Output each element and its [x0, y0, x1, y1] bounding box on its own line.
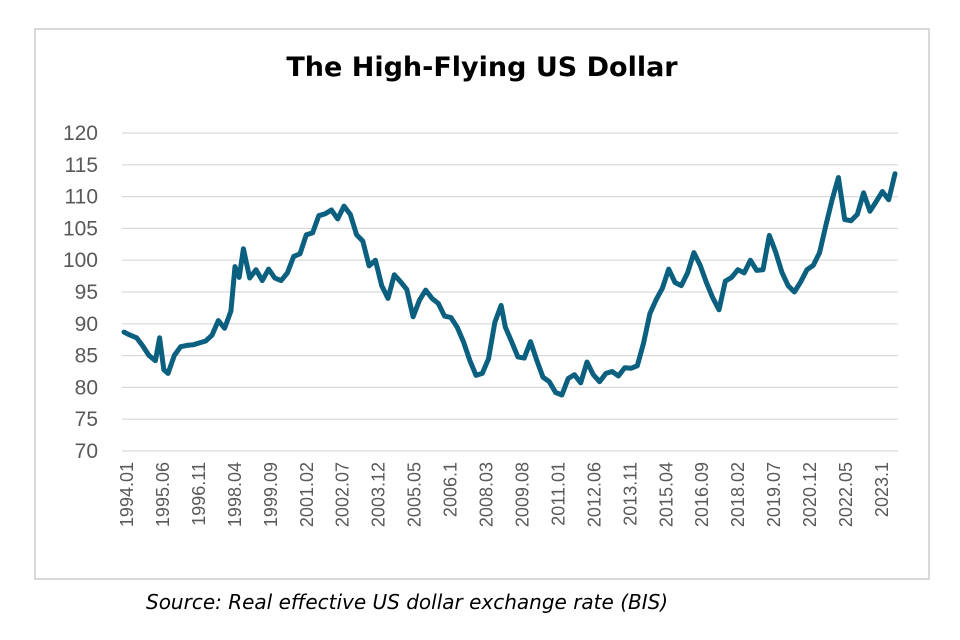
- x-tick-label: 1995.06: [153, 462, 173, 527]
- y-tick-label: 70: [75, 440, 98, 463]
- x-tick-label: 2015.04: [656, 462, 676, 527]
- x-tick-label: 2001.02: [297, 462, 317, 527]
- x-tick-label: 2016.09: [692, 462, 712, 527]
- gridlines: [122, 132, 898, 452]
- y-tick-label: 95: [75, 281, 98, 304]
- x-tick-label: 1999.09: [261, 462, 281, 527]
- y-tick-label: 90: [75, 313, 98, 336]
- x-tick-label: 2012.06: [584, 462, 604, 527]
- x-tick-label: 2013.11: [620, 462, 640, 526]
- x-tick-label: 2020.12: [800, 462, 820, 527]
- chart-frame: [34, 28, 930, 580]
- chart-title: The High-Flying US Dollar: [286, 52, 678, 83]
- x-tick-label: 2002.07: [333, 462, 353, 527]
- y-tick-label: 80: [75, 376, 98, 399]
- x-tick-label: 2005.05: [405, 462, 425, 527]
- x-tick-label: 1994.01: [117, 462, 137, 527]
- x-tick-label: 2018.02: [728, 462, 748, 527]
- x-tick-label: 1998.04: [225, 462, 245, 527]
- y-tick-label: 85: [75, 345, 98, 368]
- source-note: Source: Real effective US dollar exchang…: [146, 590, 669, 614]
- x-tick-label: 2006.1: [441, 462, 461, 517]
- x-tick-label: 2008.03: [477, 462, 497, 527]
- y-axis-ticks: 120 115 110 105 100 95 90 85 80 75 70: [63, 122, 98, 463]
- x-tick-label: 2023.1: [872, 462, 892, 517]
- y-tick-label: 105: [63, 217, 98, 240]
- y-tick-label: 110: [65, 186, 98, 209]
- y-tick-label: 115: [65, 154, 98, 177]
- x-tick-label: 2019.07: [764, 462, 784, 527]
- x-tick-label: 2009.08: [512, 462, 532, 527]
- y-tick-label: 120: [63, 122, 98, 145]
- x-axis-ticks: 1994.01 1995.06 1996.11 1998.04 1999.09 2001.…: [117, 462, 892, 527]
- x-tick-label: 1996.11: [189, 462, 209, 526]
- x-tick-label: 2011.01: [548, 462, 568, 526]
- x-tick-label: 2022.05: [836, 462, 856, 527]
- y-tick-label: 75: [75, 408, 98, 431]
- x-tick-label: 2003.12: [369, 462, 389, 527]
- y-tick-label: 100: [63, 249, 98, 272]
- series-line: [121, 171, 898, 398]
- series-layer: [121, 171, 898, 398]
